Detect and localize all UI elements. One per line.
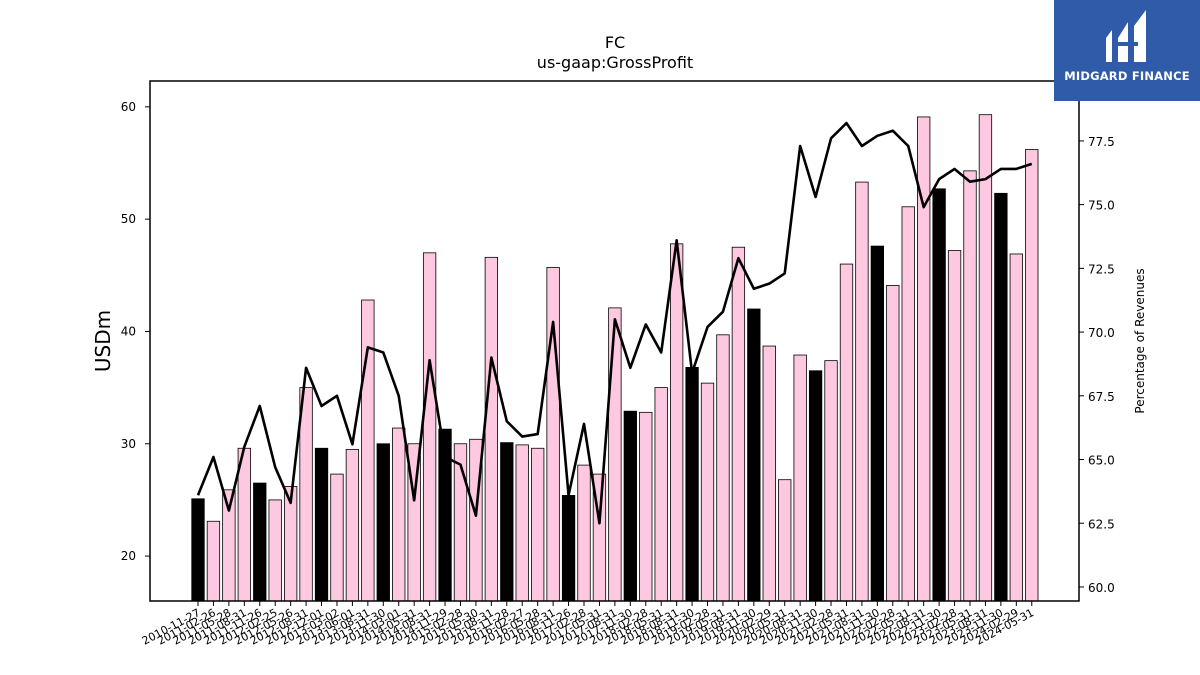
y-tick-label: 60 (121, 100, 136, 114)
y-axis-right: 60.0 62.5 65.0 67.5 70.0 72.5 75.0 77.5 (1079, 135, 1115, 595)
y2-tick-label: 77.5 (1088, 135, 1115, 149)
bar (716, 334, 730, 602)
bar (886, 285, 900, 602)
bar (747, 308, 761, 602)
bar (731, 246, 746, 602)
bar (361, 299, 375, 602)
bar (839, 263, 854, 602)
y2-tick-label: 60.0 (1088, 581, 1115, 595)
chart-subtitle: us-gaap:GrossProfit (537, 53, 693, 72)
percentage-line (196, 121, 1033, 525)
bar (793, 354, 807, 602)
bar (778, 479, 792, 602)
y-axis-left: 20 30 40 50 60 (121, 100, 150, 563)
bar (1025, 149, 1039, 602)
bar (870, 245, 885, 602)
bar (700, 382, 715, 602)
bar (762, 345, 776, 602)
bar (253, 482, 267, 602)
bar (500, 442, 514, 602)
y2-tick-label: 75.0 (1088, 199, 1115, 213)
bar (314, 447, 329, 602)
bar (577, 464, 591, 602)
bar (654, 387, 668, 602)
bar (515, 444, 529, 602)
y-tick-label: 30 (121, 437, 136, 451)
bar (947, 250, 962, 602)
y-tick-label: 50 (121, 212, 136, 226)
y-tick-label: 40 (121, 324, 136, 338)
bar (901, 206, 915, 602)
bar (345, 448, 360, 602)
y2-tick-label: 70.0 (1088, 326, 1115, 340)
y2-tick-label: 67.5 (1088, 390, 1115, 404)
bar (685, 366, 699, 602)
x-axis: 2010-11-272011-02-262011-05-282011-08-31… (140, 601, 1036, 648)
bar (963, 170, 977, 602)
bar (422, 252, 437, 602)
y-axis-label: USDm (91, 310, 115, 372)
y2-tick-label: 65.0 (1088, 454, 1115, 468)
bar (484, 256, 499, 602)
midgard-logo-icon (1106, 10, 1146, 62)
bar (376, 443, 390, 602)
bar (623, 410, 637, 602)
bar (561, 495, 576, 602)
bar (206, 520, 221, 602)
y2-tick-label: 62.5 (1088, 517, 1115, 531)
chart-title: FC (605, 33, 625, 52)
logo: MIDGARD FINANCE (1054, 0, 1200, 101)
bar (268, 499, 282, 602)
y2-axis-label: Percentage of Revenues (1133, 268, 1147, 413)
bar (824, 360, 838, 602)
bar (330, 473, 344, 602)
bar (932, 188, 946, 602)
logo-text: MIDGARD FINANCE (1064, 69, 1190, 83)
bar (237, 447, 251, 602)
bar-series (191, 114, 1039, 602)
bar (978, 114, 993, 602)
bar (546, 267, 560, 602)
bar (855, 181, 869, 602)
bar (608, 307, 622, 602)
bar (639, 411, 653, 602)
bar (669, 243, 684, 602)
y-tick-label: 20 (121, 549, 136, 563)
y2-tick-label: 72.5 (1088, 262, 1115, 276)
bar (191, 498, 205, 602)
bar (531, 447, 545, 602)
bar (299, 387, 313, 602)
bar (808, 370, 823, 602)
bar (392, 427, 406, 602)
bar (1009, 253, 1023, 602)
bar (994, 192, 1008, 602)
